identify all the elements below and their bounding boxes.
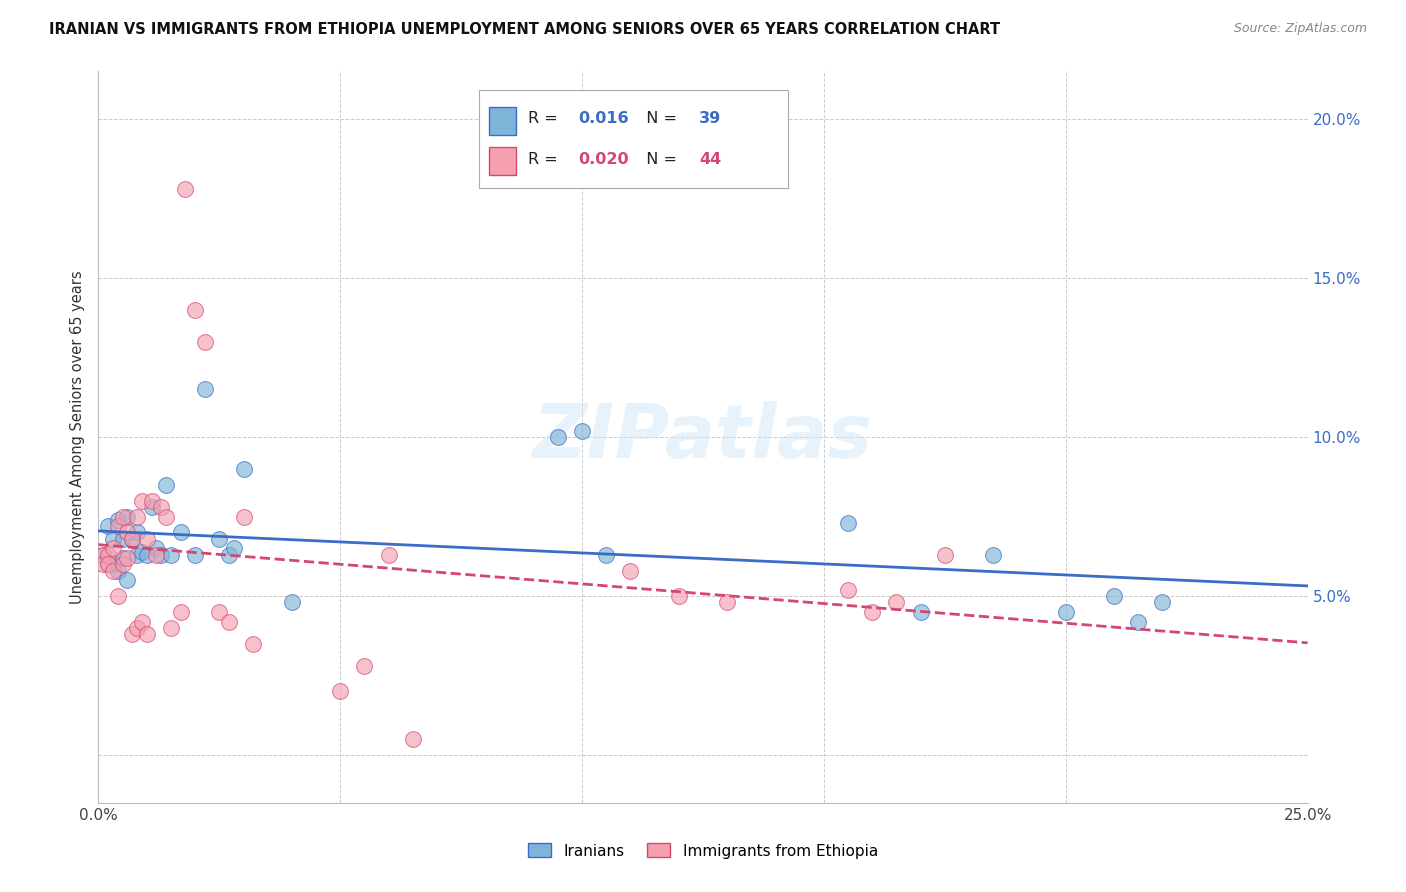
Point	[232, 509, 254, 524]
Point	[97, 548, 120, 562]
Point	[117, 509, 139, 524]
Text: 0.016: 0.016	[578, 112, 628, 127]
FancyBboxPatch shape	[489, 147, 516, 175]
Point	[1054, 605, 1077, 619]
Point	[1128, 615, 1150, 629]
Point	[571, 424, 593, 438]
Point	[135, 548, 157, 562]
Point	[131, 615, 153, 629]
Point	[127, 509, 149, 524]
Point	[837, 516, 859, 530]
Point	[184, 548, 207, 562]
Point	[1102, 589, 1125, 603]
Point	[131, 544, 153, 558]
Point	[97, 558, 120, 572]
Point	[117, 550, 139, 565]
Text: N =: N =	[637, 112, 683, 127]
Point	[377, 548, 399, 562]
Point	[208, 532, 231, 546]
Point	[860, 605, 883, 619]
Point	[194, 383, 217, 397]
Point	[150, 548, 173, 562]
Point	[281, 595, 304, 609]
Point	[169, 605, 191, 619]
Point	[208, 605, 231, 619]
Point	[668, 589, 690, 603]
FancyBboxPatch shape	[489, 107, 516, 135]
Point	[329, 684, 352, 698]
Point	[934, 548, 956, 562]
Point	[160, 548, 183, 562]
Point	[127, 548, 149, 562]
Text: 39: 39	[699, 112, 721, 127]
Point	[155, 477, 177, 491]
Point	[121, 627, 143, 641]
Point	[107, 513, 129, 527]
Text: ZIPatlas: ZIPatlas	[533, 401, 873, 474]
Point	[117, 525, 139, 540]
Point	[97, 558, 120, 572]
Point	[886, 595, 908, 609]
Point	[111, 550, 134, 565]
Point	[910, 605, 932, 619]
Point	[141, 493, 163, 508]
Point	[141, 500, 163, 514]
Text: 44: 44	[699, 152, 721, 167]
Point	[619, 564, 641, 578]
Y-axis label: Unemployment Among Seniors over 65 years: Unemployment Among Seniors over 65 years	[70, 270, 86, 604]
Point	[222, 541, 245, 556]
Point	[131, 493, 153, 508]
Point	[111, 509, 134, 524]
Point	[135, 532, 157, 546]
Point	[547, 430, 569, 444]
Point	[155, 509, 177, 524]
Point	[127, 525, 149, 540]
FancyBboxPatch shape	[479, 90, 787, 188]
Text: 0.020: 0.020	[578, 152, 628, 167]
Point	[91, 548, 114, 562]
Point	[97, 519, 120, 533]
Point	[242, 637, 264, 651]
Point	[135, 627, 157, 641]
Text: N =: N =	[637, 152, 683, 167]
Point	[127, 621, 149, 635]
Point	[160, 621, 183, 635]
Point	[101, 541, 124, 556]
Point	[107, 589, 129, 603]
Point	[111, 558, 134, 572]
Point	[107, 564, 129, 578]
Text: R =: R =	[527, 152, 562, 167]
Point	[716, 595, 738, 609]
Point	[232, 462, 254, 476]
Point	[91, 558, 114, 572]
Point	[107, 519, 129, 533]
Point	[218, 615, 240, 629]
Point	[174, 182, 197, 196]
Point	[1152, 595, 1174, 609]
Point	[194, 334, 217, 349]
Point	[184, 302, 207, 317]
Point	[837, 582, 859, 597]
Point	[218, 548, 240, 562]
Point	[169, 525, 191, 540]
Legend: Iranians, Immigrants from Ethiopia: Iranians, Immigrants from Ethiopia	[522, 838, 884, 864]
Point	[101, 564, 124, 578]
Point	[91, 548, 114, 562]
Point	[145, 548, 167, 562]
Point	[145, 541, 167, 556]
Point	[101, 532, 124, 546]
Point	[101, 558, 124, 572]
Point	[121, 532, 143, 546]
Point	[121, 532, 143, 546]
Text: R =: R =	[527, 112, 562, 127]
Point	[595, 548, 617, 562]
Text: IRANIAN VS IMMIGRANTS FROM ETHIOPIA UNEMPLOYMENT AMONG SENIORS OVER 65 YEARS COR: IRANIAN VS IMMIGRANTS FROM ETHIOPIA UNEM…	[49, 22, 1000, 37]
Point	[117, 573, 139, 587]
Point	[353, 659, 375, 673]
Point	[150, 500, 173, 514]
Point	[111, 532, 134, 546]
Point	[402, 732, 425, 747]
Point	[981, 548, 1004, 562]
Text: Source: ZipAtlas.com: Source: ZipAtlas.com	[1233, 22, 1367, 36]
